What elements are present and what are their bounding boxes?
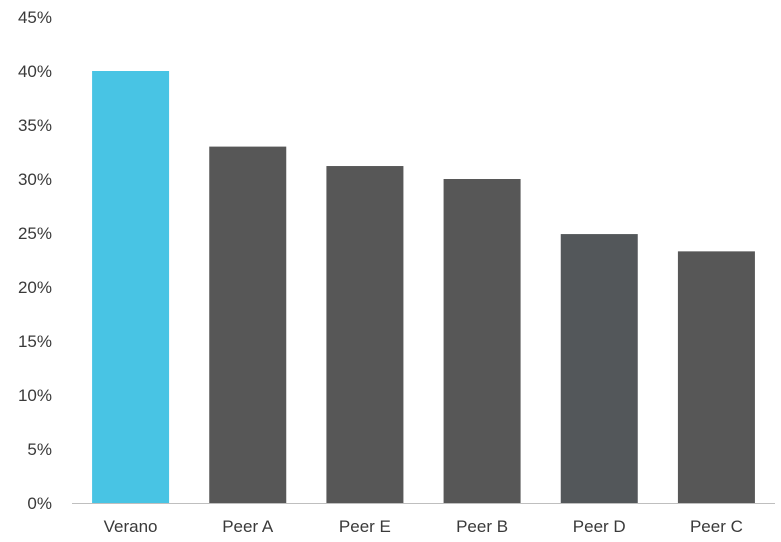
- y-tick-label: 45%: [18, 8, 52, 27]
- y-tick-label: 0%: [27, 494, 52, 513]
- x-category-label: Peer E: [339, 517, 391, 536]
- y-tick-label: 5%: [27, 440, 52, 459]
- y-tick-label: 15%: [18, 332, 52, 351]
- x-category-label: Verano: [104, 517, 158, 536]
- y-tick-label: 35%: [18, 116, 52, 135]
- x-axis-category-labels: Verano Peer A Peer E Peer B Peer D Peer C: [104, 517, 743, 536]
- bar-peer-b: [443, 179, 521, 503]
- bar-verano: [92, 71, 170, 503]
- bar-peer-c: [677, 251, 755, 503]
- x-category-label: Peer B: [456, 517, 508, 536]
- y-tick-label: 10%: [18, 386, 52, 405]
- y-tick-label: 40%: [18, 62, 52, 81]
- bar-peer-e: [326, 166, 404, 504]
- bar-peer-d: [560, 234, 638, 503]
- bars-group: [92, 71, 755, 504]
- bar-peer-a: [209, 146, 287, 503]
- y-axis-tick-labels: 0% 5% 10% 15% 20% 25% 30% 35% 40% 45%: [18, 8, 52, 513]
- y-tick-label: 20%: [18, 278, 52, 297]
- y-tick-label: 25%: [18, 224, 52, 243]
- x-category-label: Peer C: [690, 517, 743, 536]
- y-tick-label: 30%: [18, 170, 52, 189]
- x-category-label: Peer A: [222, 517, 274, 536]
- x-category-label: Peer D: [573, 517, 626, 536]
